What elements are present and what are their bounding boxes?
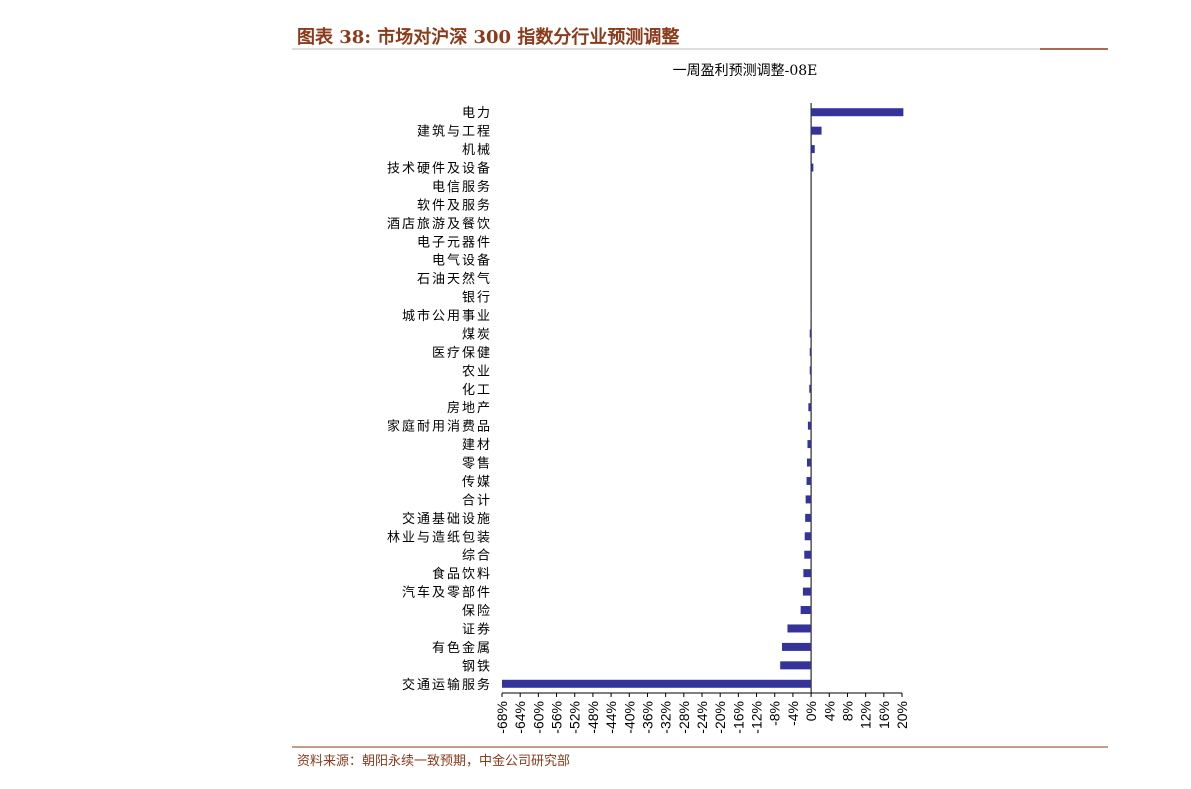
x-tick-label: -12%	[749, 701, 765, 734]
y-tick-label: 酒店旅游及餐饮	[387, 216, 492, 232]
x-tick-label: 8%	[839, 701, 855, 721]
bar	[802, 587, 812, 596]
bar	[502, 679, 812, 688]
x-tick-label: -68%	[494, 701, 510, 734]
x-tick-label: -28%	[676, 701, 692, 734]
y-tick-label: 医疗保健	[432, 346, 492, 361]
y-tick-label: 零售	[462, 456, 492, 472]
x-tick-label: -36%	[639, 701, 655, 734]
y-tick-label: 房地产	[447, 400, 492, 416]
bar	[809, 347, 812, 356]
bar	[807, 421, 812, 430]
bar	[782, 642, 812, 651]
y-tick-label: 交通运输服务	[402, 677, 492, 693]
bar	[809, 384, 812, 393]
y-tick-label: 汽车及零部件	[402, 585, 492, 601]
bar	[805, 495, 812, 504]
bar	[809, 329, 812, 338]
y-tick-label: 综合	[462, 549, 492, 564]
x-tick-label: -64%	[512, 701, 528, 734]
x-tick-label: -40%	[621, 701, 637, 734]
y-tick-label: 交通基础设施	[402, 511, 492, 527]
y-tick-label: 软件及服务	[417, 197, 492, 213]
y-tick-label: 电信服务	[432, 179, 492, 195]
bar	[800, 606, 812, 615]
bar	[787, 624, 812, 633]
y-tick-label: 农业	[462, 364, 492, 379]
y-tick-label: 煤炭	[462, 327, 492, 342]
bar	[780, 661, 812, 670]
bar	[807, 458, 812, 467]
x-tick-label: -48%	[585, 701, 601, 734]
bar	[809, 366, 812, 375]
bar	[811, 126, 822, 135]
x-tick-label: 20%	[894, 701, 910, 729]
x-tick-label: -56%	[549, 701, 565, 734]
x-tick-label: -60%	[530, 701, 546, 734]
bar	[811, 163, 814, 172]
y-tick-label: 家庭耐用消费品	[387, 419, 492, 435]
bar	[804, 550, 812, 559]
y-tick-label: 化工	[462, 383, 492, 398]
y-tick-label: 建材	[462, 438, 492, 453]
y-tick-label: 石油天然气	[417, 271, 492, 287]
chart-title: 图表 38: 市场对沪深 300 指数分行业预测调整	[297, 26, 679, 48]
source-note: 资料来源：朝阳永续一致预期，中金公司研究部	[297, 753, 570, 769]
x-tick-label: -24%	[694, 701, 710, 734]
bar	[803, 569, 812, 578]
y-tick-label: 合计	[462, 493, 492, 508]
y-tick-label: 食品饮料	[432, 566, 492, 582]
y-tick-label: 电力	[462, 106, 492, 121]
y-tick-label: 技术硬件及设备	[387, 161, 492, 177]
y-tick-label: 机械	[462, 143, 492, 158]
x-tick-label: -32%	[658, 701, 674, 734]
x-tick-label: -4%	[785, 701, 801, 726]
x-tick-label: 16%	[876, 701, 892, 729]
y-tick-label: 钢铁	[462, 659, 492, 674]
y-tick-label: 林业与造纸包装	[387, 530, 492, 545]
y-tick-label: 电子元器件	[417, 235, 492, 250]
x-tick-label: -20%	[712, 701, 728, 734]
y-tick-label: 银行	[462, 291, 492, 306]
y-tick-label: 城市公用事业	[402, 308, 492, 324]
bar	[804, 532, 812, 541]
y-tick-label: 传媒	[462, 475, 492, 490]
bar	[806, 476, 812, 485]
bar	[811, 145, 815, 154]
bar	[805, 513, 812, 522]
x-tick-label: -16%	[730, 701, 746, 734]
bar	[807, 440, 812, 449]
y-tick-label: 保险	[462, 604, 492, 619]
x-tick-label: -52%	[567, 701, 583, 734]
y-tick-label: 证券	[462, 621, 492, 637]
y-tick-label: 电气设备	[432, 253, 492, 269]
bar	[808, 403, 812, 412]
x-tick-label: 12%	[858, 701, 874, 729]
x-tick-label: 0%	[803, 701, 819, 721]
x-tick-label: -44%	[603, 701, 619, 734]
y-tick-label: 有色金属	[432, 640, 492, 656]
y-tick-label: 建筑与工程	[417, 124, 492, 140]
bar	[811, 108, 904, 117]
x-tick-label: -8%	[767, 701, 783, 726]
chart-subtitle: 一周盈利预测调整-08E	[673, 63, 818, 79]
x-tick-label: 4%	[821, 701, 837, 721]
